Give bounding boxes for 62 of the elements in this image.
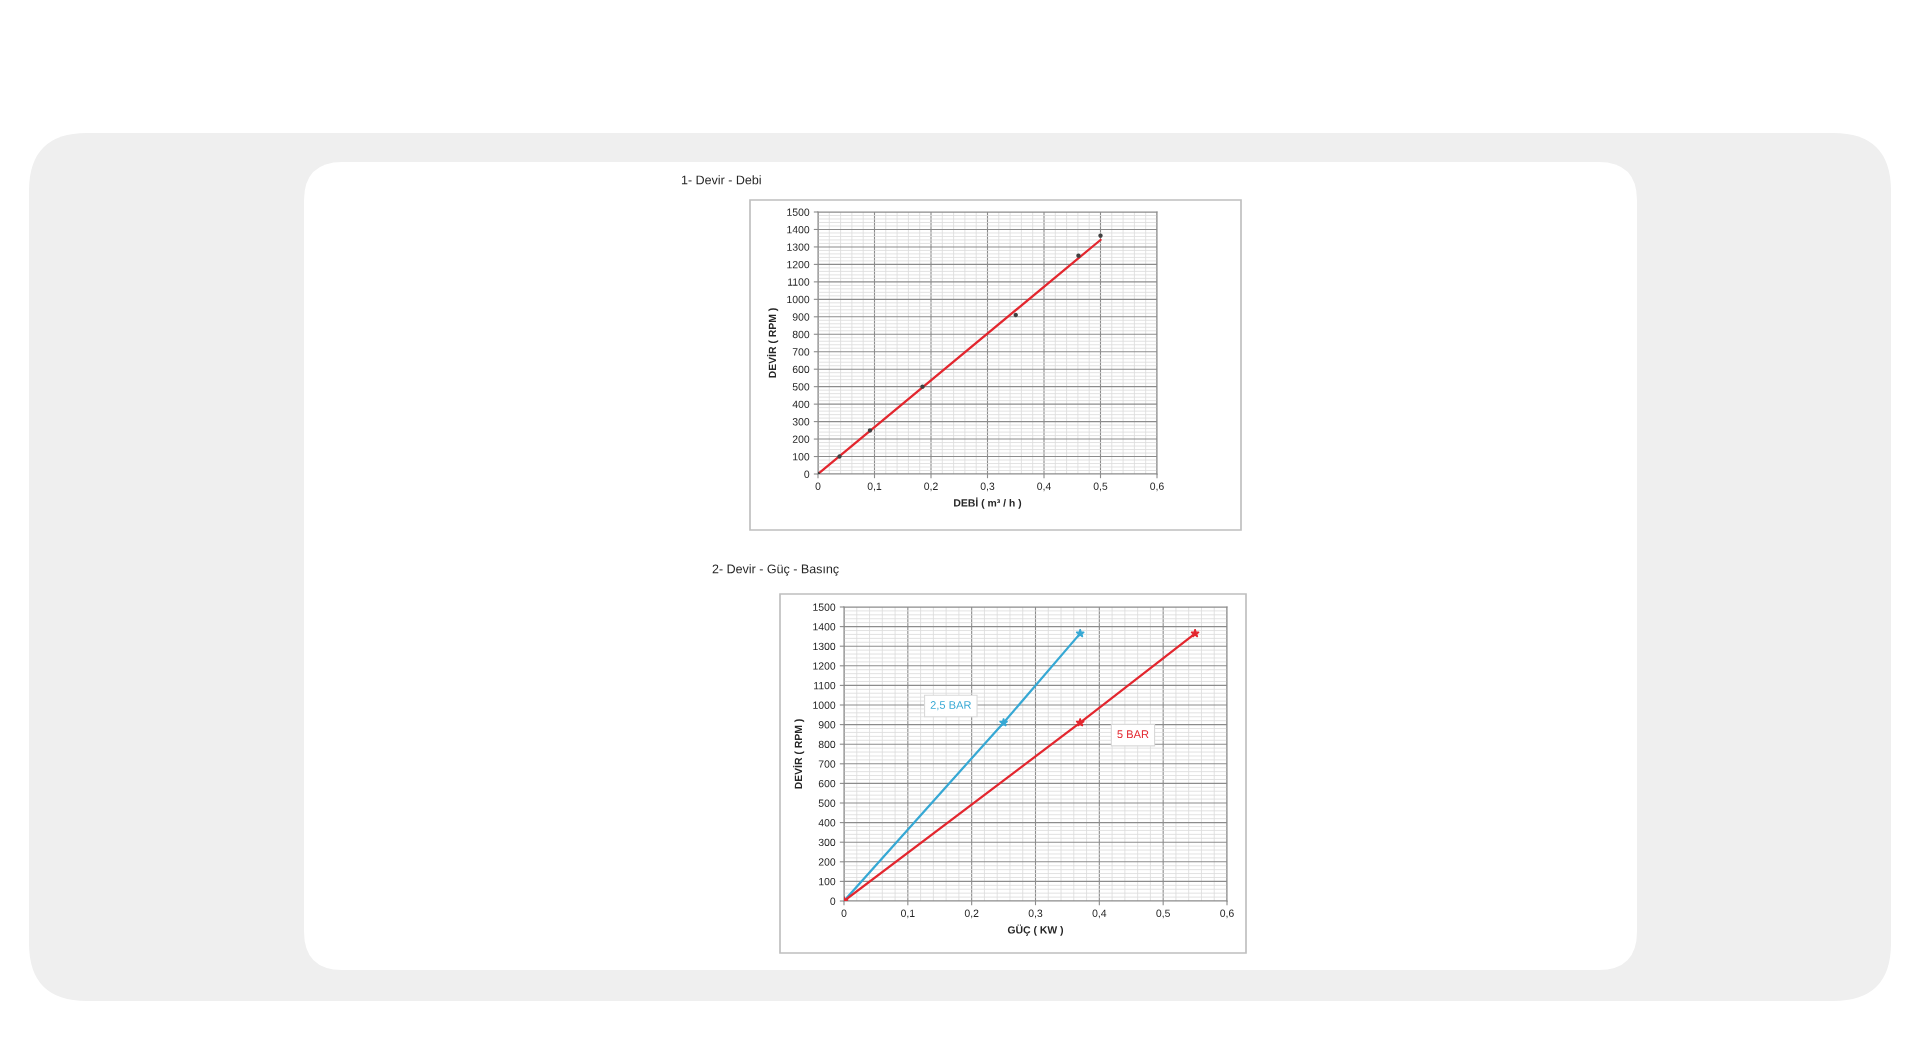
x-tick-label: 0,6	[1150, 482, 1164, 492]
x-tick-label: 0,1	[901, 909, 915, 919]
y-tick-label: 900	[792, 313, 810, 321]
y-tick-label: 700	[818, 760, 836, 768]
y-tick-label: 500	[818, 799, 836, 807]
y-tick-label: 800	[792, 330, 810, 339]
x-tick-label: 0,3	[980, 482, 995, 492]
x-tick-label: 0,6	[1220, 909, 1234, 919]
chart-title: 2- Devir - Güç - Basınç	[712, 564, 839, 576]
point	[1013, 312, 1018, 318]
point	[1190, 628, 1200, 638]
y-tick-label: 200	[818, 858, 836, 866]
y-tick-label: 1500	[813, 603, 836, 611]
y-tick-label: 300	[818, 838, 836, 847]
point	[1075, 717, 1085, 727]
y-tick-label: 400	[818, 819, 836, 827]
y-tick-label: 1300	[787, 243, 810, 251]
y-tick-label: 100	[819, 877, 836, 886]
point	[998, 717, 1009, 727]
y-tick-label: 1000	[787, 295, 810, 304]
x-tick-label: 0,2	[964, 909, 979, 919]
point	[1076, 253, 1081, 258]
y-tick-label: 400	[792, 400, 810, 409]
y-axis-title: DEVİR ( RPM )	[767, 308, 779, 378]
x-axis-title: DEBİ ( m³ / h )	[954, 497, 1022, 509]
text: 2,5 BAR	[930, 701, 971, 711]
y-tick-label: 0	[830, 897, 836, 905]
y-tick-label: 600	[818, 779, 836, 788]
y-tick-label: 300	[792, 418, 810, 426]
y-tick-label: 1400	[787, 225, 810, 234]
x-tick-label: 0	[841, 909, 847, 917]
y-tick-label: 700	[792, 348, 810, 356]
point	[867, 428, 873, 433]
y-tick-label: 1000	[813, 701, 836, 709]
y-tick-label: 200	[792, 435, 810, 443]
x-axis-title: GÜÇ ( KW )	[1007, 924, 1064, 936]
y-tick-label: 500	[792, 383, 810, 391]
point	[818, 471, 821, 474]
y-tick-label: 800	[818, 740, 836, 749]
x-tick-label: 0,4	[1037, 482, 1051, 492]
y-tick-label: 0	[804, 470, 810, 478]
chart-title: 1- Devir - Debi	[681, 175, 761, 185]
y-tick-label: 1300	[813, 642, 836, 651]
y-axis-title: DEVİR ( RPM )	[793, 719, 805, 789]
point	[1075, 628, 1085, 638]
x-tick-label: 0,3	[1028, 909, 1043, 919]
point	[920, 384, 925, 389]
x-tick-label: 0,5	[1156, 909, 1170, 919]
y-tick-label: 600	[792, 365, 810, 374]
x-tick-label: 0,4	[1092, 909, 1107, 919]
y-tick-label: 1400	[813, 623, 836, 631]
y-tick-label: 1100	[788, 278, 810, 286]
y-tick-label: 1200	[787, 260, 810, 269]
y-tick-label: 1100	[814, 681, 836, 690]
y-tick-label: 1500	[787, 208, 810, 216]
y-tick-label: 1200	[813, 662, 836, 670]
y-tick-label: 100	[793, 453, 810, 461]
x-tick-label: 0,5	[1093, 482, 1108, 492]
y-tick-label: 900	[818, 721, 836, 729]
x-tick-label: 0,1	[867, 482, 882, 492]
x-tick-label: 0,2	[924, 482, 938, 492]
text: 5 BAR	[1117, 730, 1149, 739]
